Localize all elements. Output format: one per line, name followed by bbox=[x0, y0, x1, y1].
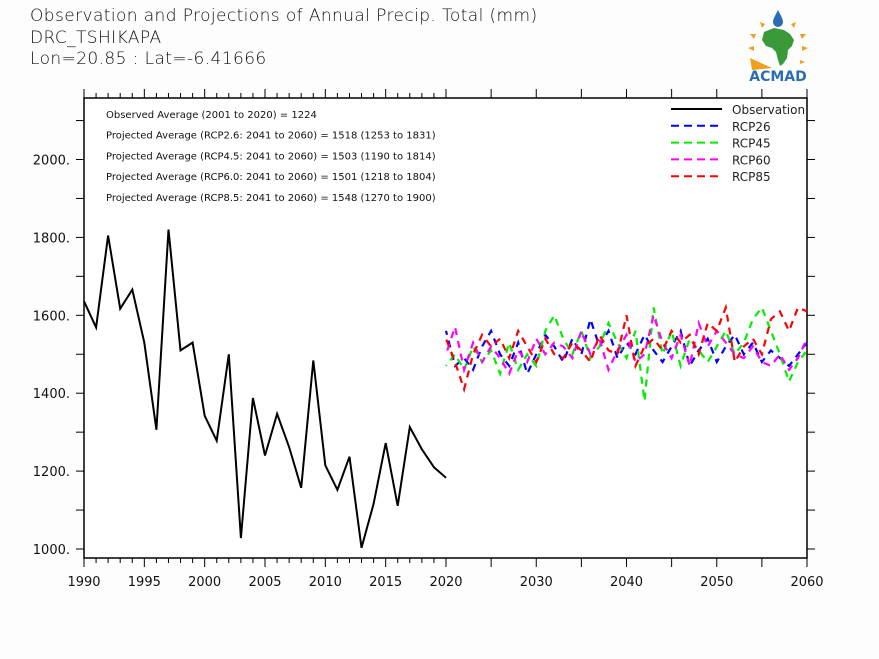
average-annotation: Observed Average (2001 to 2020) = 1224 bbox=[106, 110, 317, 121]
average-annotation: Projected Average (RCP4.5: 2041 to 2060)… bbox=[106, 151, 436, 162]
legend-label-rcp60: RCP60 bbox=[732, 153, 771, 167]
x-tick-label: 2040 bbox=[610, 575, 643, 590]
average-annotation: Projected Average (RCP8.5: 2041 to 2060)… bbox=[106, 193, 436, 204]
x-tick-label: 2020 bbox=[429, 575, 462, 590]
x-tick-label: 2000 bbox=[188, 575, 221, 590]
y-tick-label: 1000. bbox=[33, 543, 70, 558]
legend-label-rcp85: RCP85 bbox=[732, 170, 771, 184]
plot-frame bbox=[83, 97, 808, 559]
y-tick-label: 2000. bbox=[33, 154, 70, 169]
x-tick-label: 2030 bbox=[520, 575, 553, 590]
x-tick-label: 2015 bbox=[369, 575, 402, 590]
series-line-observation bbox=[83, 229, 447, 549]
x-tick-label: 2005 bbox=[248, 575, 281, 590]
average-annotation: Projected Average (RCP2.6: 2041 to 2060)… bbox=[106, 131, 436, 142]
y-tick-label: 1200. bbox=[33, 465, 70, 480]
average-annotation: Projected Average (RCP6.0: 2041 to 2060)… bbox=[106, 172, 436, 183]
series-line-rcp26 bbox=[444, 315, 808, 377]
y-tick-label: 1600. bbox=[33, 309, 70, 324]
x-tick-label: 1990 bbox=[67, 575, 100, 590]
x-tick-label: 1995 bbox=[128, 575, 161, 590]
y-tick-label: 1800. bbox=[33, 231, 70, 246]
x-tick-label: 2010 bbox=[309, 575, 342, 590]
africa-map-icon bbox=[762, 28, 794, 66]
water-drop-icon bbox=[773, 10, 783, 27]
sun-rays-icon bbox=[748, 22, 808, 70]
acmad-logo: ACMAD bbox=[748, 10, 808, 84]
legend-label-observation: Observation bbox=[732, 103, 805, 117]
legend-label-rcp45: RCP45 bbox=[732, 137, 771, 151]
legend-label-rcp26: RCP26 bbox=[732, 120, 771, 134]
logo-text: ACMAD bbox=[749, 69, 807, 84]
chart-titles: Observation and Projections of Annual Pr… bbox=[30, 6, 538, 71]
series-line-rcp60 bbox=[444, 311, 808, 377]
series-line-rcp45 bbox=[445, 305, 808, 402]
chart-title: Observation and Projections of Annual Pr… bbox=[30, 6, 538, 26]
x-tick-label: 2050 bbox=[700, 575, 733, 590]
y-tick-label: 1400. bbox=[33, 387, 70, 402]
station-coordinates: Lon=20.85 : Lat=-6.41666 bbox=[30, 49, 267, 69]
x-tick-label: 2060 bbox=[790, 575, 823, 590]
station-name: DRC_TSHIKAPA bbox=[30, 27, 162, 48]
